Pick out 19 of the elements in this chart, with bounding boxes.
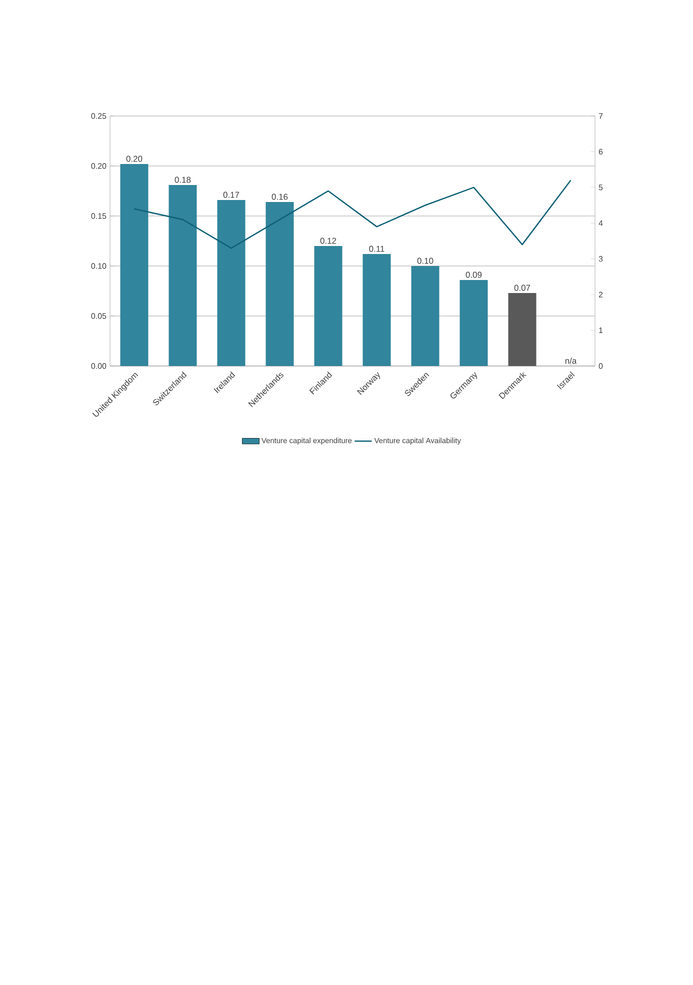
data-label: 0.20 (126, 156, 142, 162)
data-label: 0.07 (514, 284, 530, 291)
data-label: 0.09 (466, 272, 482, 278)
text: n/a (565, 358, 577, 364)
bar (266, 202, 294, 366)
bar (460, 280, 488, 366)
data-label: 0.10 (417, 258, 434, 264)
bar (508, 292, 536, 366)
bar (217, 200, 246, 366)
bar (168, 184, 197, 366)
data-label: 0.18 (174, 176, 191, 183)
bar (362, 254, 391, 366)
data-label: 0.17 (223, 192, 240, 198)
data-label: 0.11 (369, 246, 384, 252)
bar (314, 246, 342, 366)
bar (411, 266, 440, 366)
data-label: 0.12 (320, 238, 336, 244)
data-label: 0.16 (272, 194, 288, 200)
bar (120, 164, 148, 366)
